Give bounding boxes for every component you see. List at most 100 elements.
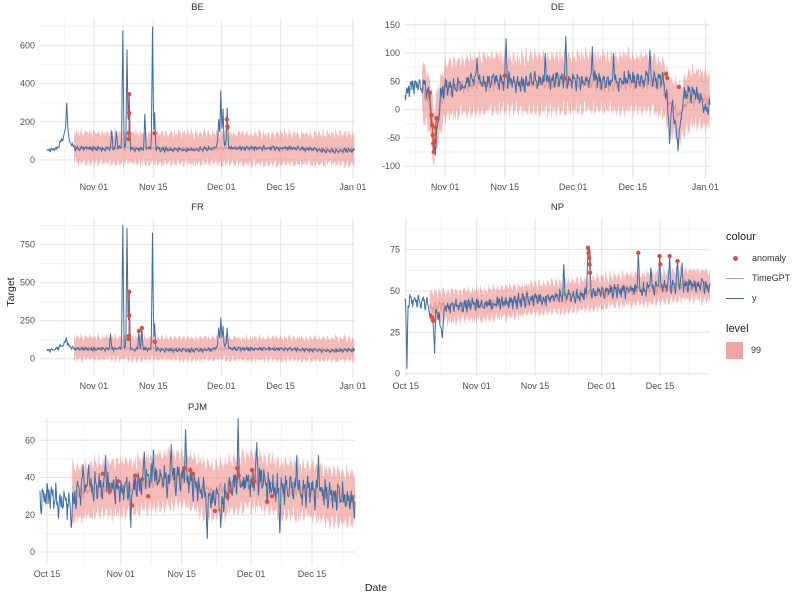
anomaly-point	[146, 494, 151, 499]
anomaly-point	[587, 255, 592, 260]
y-tick-label: 0	[395, 369, 400, 379]
x-tick-label: Dec 01	[559, 182, 588, 192]
anomaly-point	[212, 508, 218, 514]
anomaly-point	[126, 136, 131, 142]
y-tick-label: 50	[390, 286, 400, 296]
anomaly-point	[136, 328, 142, 334]
anomaly-point	[127, 313, 132, 318]
legend-level-title: level	[726, 323, 749, 335]
facet-plot-de: -100 -50 0 50 100 150 Nov 01 Nov 15 Dec 01 Dec 15…	[382, 18, 719, 192]
facet-np: NP 0 25 50 75 Oct 15 Nov 01 Nov 15 Dec 01 Dec 15	[370, 200, 720, 400]
anomaly-point	[127, 289, 132, 294]
x-tick-label: Dec 01	[207, 182, 236, 192]
anomaly-point	[100, 471, 106, 476]
anomaly-point	[225, 494, 230, 499]
anomaly-point	[636, 250, 641, 255]
anomaly-point	[252, 479, 257, 484]
x-tick-label: Oct 15	[34, 569, 61, 579]
anomaly-point	[269, 494, 275, 499]
anomaly-point	[587, 270, 593, 275]
facet-plot-np: 0 25 50 75 Oct 15 Nov 01 Nov 15 Dec 01 Dec 15	[390, 218, 711, 391]
anomaly-point	[429, 315, 435, 320]
y-tick-label: 60	[25, 435, 35, 445]
x-tick-label: Jan 01	[692, 182, 719, 192]
x-tick-label: Dec 01	[587, 381, 616, 391]
y-tick-label: 40	[25, 473, 35, 483]
y-tick-label: 150	[385, 20, 400, 30]
y-line	[46, 26, 356, 155]
facet-pjm: PJM 0 20 40 60 Oct 15 Nov 01 Nov 15 Dec 01 Dec 1…	[0, 400, 370, 585]
anomaly-point	[586, 250, 591, 255]
anomaly-point	[431, 318, 436, 323]
facet-be: BE 0 200 400 600 Nov 01 Nov 15 Dec 01 Dec 15 Jan…	[0, 0, 370, 200]
y-tick-label: 0	[395, 105, 400, 115]
anomaly-point	[434, 115, 439, 121]
facet-fr: FR 0 250 500 750 Nov 01 Nov 15 Dec 01 Dec 15 Jan…	[0, 200, 370, 400]
y-tick-label: 600	[20, 41, 35, 51]
anomaly-point	[190, 471, 196, 476]
y-tick-label: 200	[20, 117, 35, 127]
anomaly-point	[433, 125, 438, 130]
legend-item-anomaly: anomaly	[726, 248, 796, 268]
y-tick-label: 75	[390, 245, 400, 255]
anomaly-point	[667, 253, 672, 259]
facet-title-de: DE	[550, 2, 565, 13]
facet-plot-fr: 0 250 500 750 Nov 01 Nov 15 Dec 01 Dec 15 Jan 01	[20, 218, 366, 391]
timegpt-line	[73, 345, 355, 353]
y-tick-label: 0	[30, 155, 35, 165]
facet-plot-pjm: 0 20 40 60 Oct 15 Nov 01 Nov 15 Dec 01 Dec 15	[25, 417, 356, 579]
x-tick-label: Dec 01	[237, 569, 266, 579]
y-tick-label: 0	[30, 547, 35, 557]
y-tick-label: 0	[30, 354, 35, 364]
y-tick-label: 50	[390, 76, 400, 86]
anomaly-point	[429, 123, 435, 128]
anomaly-point	[188, 467, 193, 473]
anomaly-point	[139, 477, 145, 482]
anomaly-point	[152, 131, 157, 136]
y-tick-label: 250	[20, 316, 35, 326]
anomaly-point	[431, 149, 436, 155]
anomaly-point	[587, 262, 592, 267]
legend-label-timegpt: TimeGPT	[752, 273, 791, 283]
x-tick-label: Nov 15	[139, 381, 168, 391]
y-line	[46, 224, 356, 355]
anomaly-point	[663, 71, 669, 77]
legend: colour anomaly TimeGPT y level 99	[726, 230, 796, 360]
anomaly-point	[427, 90, 432, 95]
anomaly-point	[133, 473, 138, 478]
facet-plot-be: 0 200 400 600 Nov 01 Nov 15 Dec 01 Dec 15 Jan 01	[20, 18, 366, 192]
x-tick-label: Dec 15	[266, 182, 295, 192]
facet-title-pjm: PJM	[188, 402, 207, 413]
anomaly-point	[152, 339, 157, 344]
legend-item-timegpt: TimeGPT	[726, 268, 796, 288]
anomaly-point	[107, 488, 113, 493]
y-line	[39, 417, 356, 539]
anomaly-point	[127, 111, 132, 116]
anomaly-point	[675, 258, 680, 264]
y-tick-label: 25	[390, 327, 400, 337]
x-tick-label: Nov 15	[491, 182, 520, 192]
x-tick-label: Dec 15	[298, 569, 327, 579]
x-tick-label: Nov 01	[107, 569, 136, 579]
legend-label-y: y	[752, 293, 757, 303]
anomaly-connector	[429, 92, 432, 116]
anomaly-point	[430, 132, 435, 138]
x-tick-label: Dec 15	[646, 381, 675, 391]
confidence-band-99	[422, 45, 710, 166]
y-tick-label: -100	[382, 161, 400, 171]
y-tick-label: 750	[20, 240, 35, 250]
y-tick-label: 100	[385, 48, 400, 58]
timegpt-line	[421, 75, 710, 139]
facet-de: DE -100 -50 0 50 100 150 Nov 01 Nov 15 Dec 01 Dec…	[370, 0, 720, 200]
anomaly-point-icon	[732, 255, 738, 261]
x-tick-label: Oct 15	[393, 381, 420, 391]
anomaly-point	[228, 488, 233, 493]
anomaly-point	[116, 479, 121, 484]
x-tick-label: Nov 15	[167, 569, 196, 579]
anomaly-point	[139, 325, 145, 331]
facet-title-np: NP	[550, 202, 565, 213]
anomaly-point	[665, 75, 670, 81]
confidence-band-99	[429, 263, 710, 328]
anomaly-point	[127, 92, 132, 97]
anomaly-point	[224, 117, 229, 122]
